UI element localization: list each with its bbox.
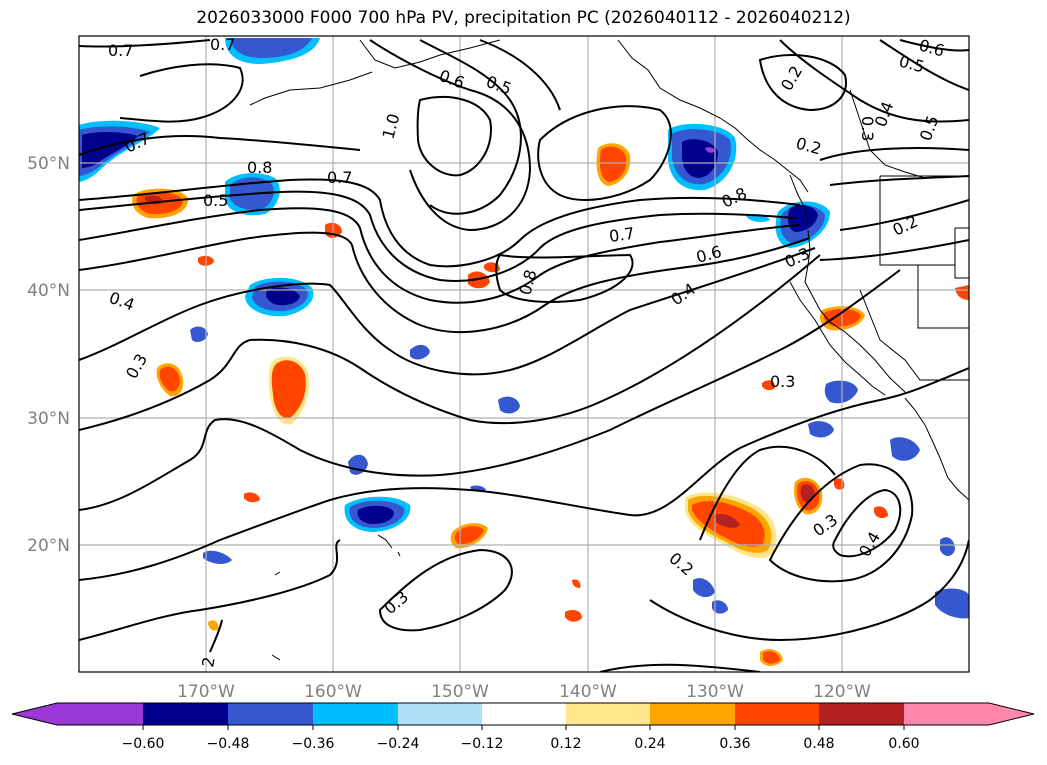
lat-label: 30°N xyxy=(27,409,70,429)
lon-label: 170°W xyxy=(177,682,235,702)
contour-label: 0.8 xyxy=(516,268,541,298)
lat-label: 20°N xyxy=(27,536,70,556)
colorbar-segment xyxy=(228,703,313,725)
contour-label: 0.6 xyxy=(694,242,724,267)
colorbar-segment xyxy=(57,703,143,725)
contour-label: 0.4 xyxy=(667,279,699,309)
colorbar-outline xyxy=(11,702,1035,726)
positive-precip-anomaly xyxy=(132,143,969,666)
contour-label: 0.3 xyxy=(858,116,877,141)
colorbar-segment xyxy=(482,703,566,725)
contour-label: 0.3 xyxy=(770,372,795,391)
contour-label: 0.5 xyxy=(203,191,228,210)
colorbar-tick-label: 0.12 xyxy=(550,736,581,752)
lon-label: 160°W xyxy=(304,682,362,702)
contour-label: 0.6 xyxy=(437,66,467,93)
contour-label: 0.4 xyxy=(107,288,137,315)
pv-contours xyxy=(79,39,969,672)
lon-label: 130°W xyxy=(686,682,744,702)
lon-label: 150°W xyxy=(431,682,489,702)
lon-label: 120°W xyxy=(813,682,871,702)
contour-label: 0.2 xyxy=(777,62,806,94)
contour-label: 0.3 xyxy=(782,244,813,272)
contour-label: 0.7 xyxy=(108,41,133,60)
colorbar-tick-label: −0.60 xyxy=(122,736,165,752)
colorbar-segment xyxy=(143,703,228,725)
contour-label: 0.5 xyxy=(916,113,943,143)
contour-label: 0.2 xyxy=(794,134,824,159)
contour-label: 0.8 xyxy=(719,184,750,212)
colorbar-tick-label: 0.48 xyxy=(803,736,834,752)
colorbar-tick-label: −0.24 xyxy=(377,736,420,752)
colorbar-segment xyxy=(819,703,904,725)
colorbar-tick-label: −0.12 xyxy=(461,736,504,752)
contour-label: 0.4 xyxy=(871,99,898,129)
contour-label: 0.8 xyxy=(247,158,272,177)
colorbar-segment xyxy=(735,703,819,725)
contour-label: 0.3 xyxy=(380,587,412,618)
colorbar-tick-label: −0.48 xyxy=(207,736,250,752)
colorbar-tick-label: −0.36 xyxy=(292,736,335,752)
colorbar-segment xyxy=(398,703,482,725)
lon-label: 140°W xyxy=(559,682,617,702)
pv-contour-labels: 0.7 0.7 0.6 0.5 0.6 0.5 0.2 0.3 0.4 0.5 … xyxy=(107,35,947,669)
colorbar-segment xyxy=(313,703,398,725)
contour-label: 0.5 xyxy=(897,52,927,77)
contour-label: 2 xyxy=(198,655,218,668)
colorbar-segment xyxy=(650,703,735,725)
lat-label: 50°N xyxy=(27,154,70,174)
latitude-labels: 50°N 40°N 30°N 20°N xyxy=(27,154,70,556)
contour-label: 0.7 xyxy=(608,224,636,246)
contour-label: 0.5 xyxy=(484,72,514,99)
precip-shading xyxy=(79,38,969,666)
colorbar-tick-label: 0.36 xyxy=(719,736,750,752)
colorbar-tick-label: 0.60 xyxy=(888,736,919,752)
colorbar-segment xyxy=(904,703,989,725)
colorbar-segment xyxy=(566,703,650,725)
map-frame xyxy=(78,35,970,673)
coastlines xyxy=(249,39,969,661)
contour-label: 0.7 xyxy=(327,168,352,187)
contour-label: 0.2 xyxy=(665,549,697,580)
map-title: 2026033000 F000 700 hPa PV, precipitatio… xyxy=(196,8,851,28)
colorbar: −0.60 −0.48 −0.36 −0.24 −0.12 0.12 0.24 … xyxy=(11,702,1035,752)
graticule xyxy=(79,36,969,672)
contour-label: 0.7 xyxy=(210,35,235,54)
colorbar-extend-high xyxy=(989,703,1034,725)
negative-precip-anomaly xyxy=(79,38,969,619)
colorbar-tick-label: 0.24 xyxy=(634,736,665,752)
longitude-labels: 170°W 160°W 150°W 140°W 130°W 120°W xyxy=(177,682,871,702)
lat-label: 40°N xyxy=(27,281,70,301)
contour-label: 1.0 xyxy=(379,112,404,142)
colorbar-extend-low xyxy=(12,703,57,725)
contour-label: 0.3 xyxy=(122,350,151,382)
